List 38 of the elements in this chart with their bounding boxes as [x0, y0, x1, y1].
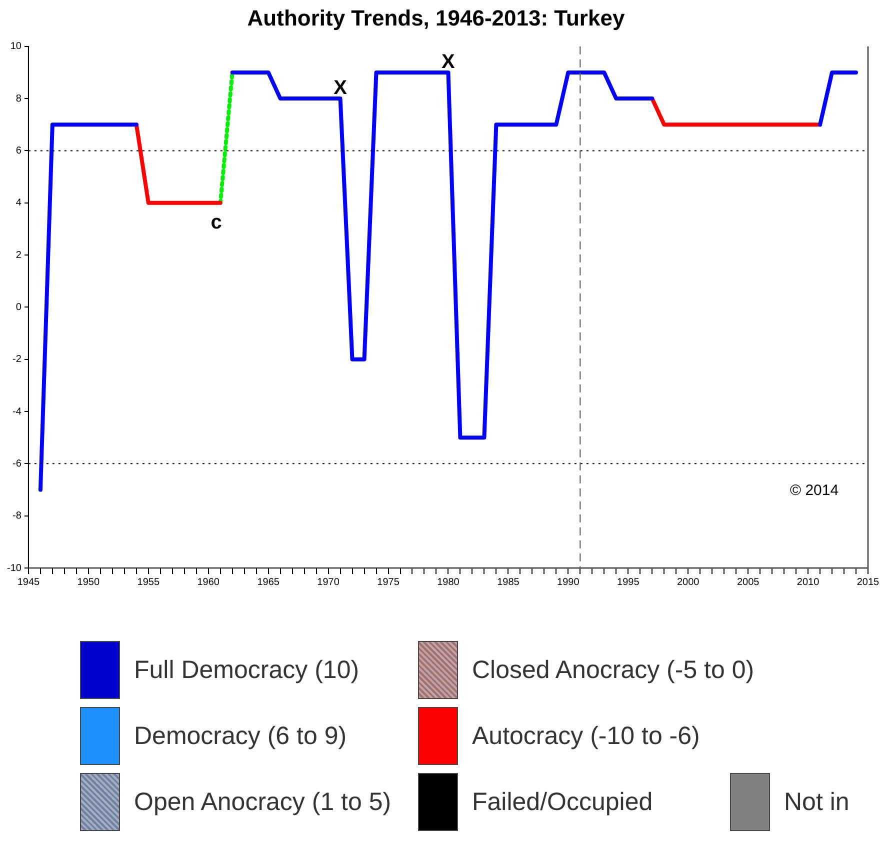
x-tick-label: 1975	[377, 576, 400, 588]
x-tick-label: 1955	[137, 576, 160, 588]
x-tick-label: 1990	[557, 576, 580, 588]
text: Not in	[784, 788, 850, 816]
chart-title: Authority Trends, 1946-2013: Turkey	[247, 5, 626, 30]
text: Failed/Occupied	[472, 788, 653, 816]
x-tick-label: 1965	[257, 576, 280, 588]
y-tick-label: -4	[12, 406, 22, 418]
x-tick-label: 1985	[497, 576, 520, 588]
annotation: X	[334, 77, 348, 100]
y-tick-label: -6	[12, 458, 22, 470]
y-tick-label: 10	[10, 41, 22, 52]
x-tick-label: 1950	[77, 576, 100, 588]
y-tick-label: 6	[16, 145, 22, 156]
y-tick-label: 8	[16, 93, 22, 104]
x-tick-label: 1945	[17, 576, 40, 588]
y-tick-label: 0	[16, 302, 22, 313]
x-tick-label: 1980	[437, 576, 460, 588]
text: Full Democracy (10)	[134, 656, 360, 684]
x-tick-label: 2015	[856, 576, 880, 588]
x-tick-label: 2010	[796, 576, 820, 588]
x-tick-label: 1970	[317, 576, 340, 588]
text: Closed Anocracy (-5 to 0)	[472, 656, 754, 684]
y-tick-label: 2	[16, 250, 22, 261]
y-tick-label: -10	[7, 562, 22, 574]
y-tick-label: -2	[12, 354, 22, 366]
y-tick-label: 4	[16, 198, 22, 209]
x-tick-label: 2005	[736, 576, 760, 588]
x-tick-label: 2000	[676, 576, 700, 588]
y-tick-label: -8	[12, 510, 22, 522]
annotation: © 2014	[790, 482, 839, 499]
text: Autocracy (-10 to -6)	[472, 722, 700, 750]
text: Open Anocracy (1 to 5)	[134, 788, 392, 816]
annotation: X	[442, 50, 456, 73]
text: Democracy (6 to 9)	[134, 722, 347, 750]
x-tick-label: 1960	[197, 576, 220, 588]
annotation: c	[210, 211, 222, 234]
x-tick-label: 1995	[617, 576, 640, 588]
